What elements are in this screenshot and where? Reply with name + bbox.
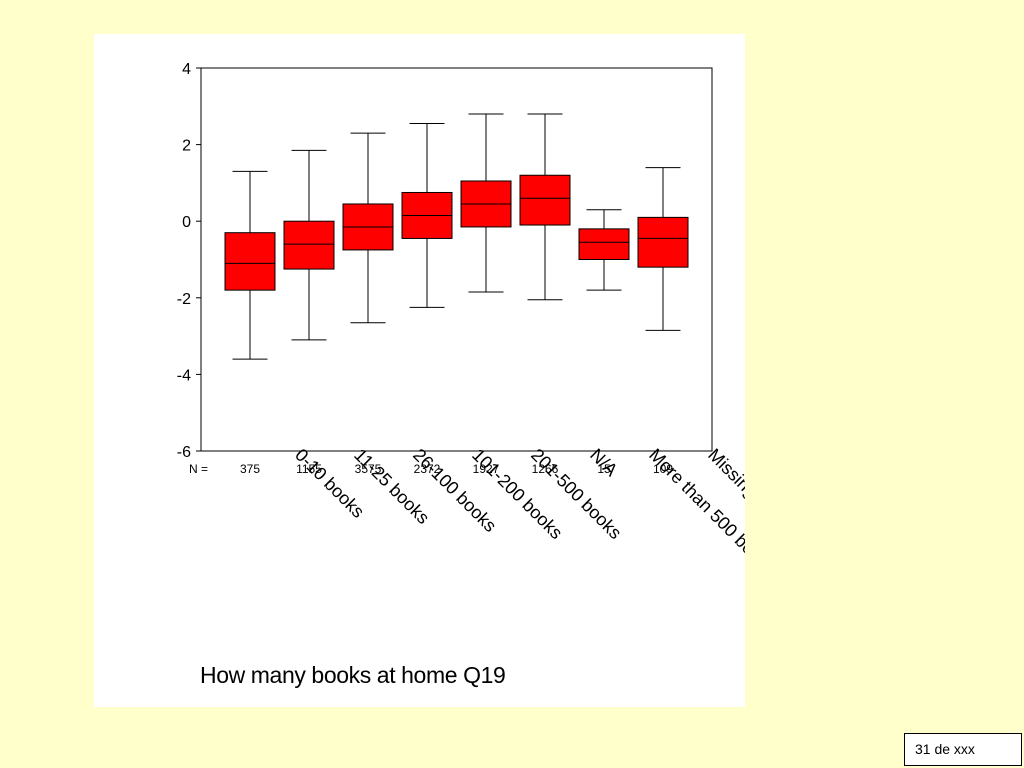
box — [224, 232, 276, 291]
plot-frame — [200, 67, 713, 452]
n-count: 375 — [240, 462, 260, 476]
n-count: 2372 — [414, 462, 441, 476]
x-category-label: Missing — [704, 445, 745, 502]
box — [578, 228, 630, 260]
x-axis-title: How many books at home Q19 — [200, 662, 506, 688]
n-count: 109 — [653, 462, 673, 476]
y-tick-label: 4 — [182, 61, 191, 78]
y-tick-label: 2 — [182, 138, 191, 155]
y-tick-label: 0 — [182, 214, 191, 231]
page-number: 31 de xxx — [904, 733, 1022, 766]
y-tick-label: -4 — [177, 367, 191, 384]
n-count: 3575 — [355, 462, 382, 476]
y-tick-label: -6 — [177, 444, 191, 461]
n-count: 1155 — [296, 462, 322, 476]
y-tick-label: -2 — [177, 291, 191, 308]
n-count: 1266 — [532, 462, 559, 476]
box — [283, 220, 335, 270]
n-count: 15 — [597, 462, 611, 476]
box — [519, 174, 571, 226]
chart-panel: 4 2 0 -2 -4 -6 N = 375 0-10 books 1155 11-25 books… — [94, 34, 745, 707]
n-count: 1927 — [473, 462, 500, 476]
box — [637, 216, 689, 268]
n-label: N = — [189, 462, 208, 476]
